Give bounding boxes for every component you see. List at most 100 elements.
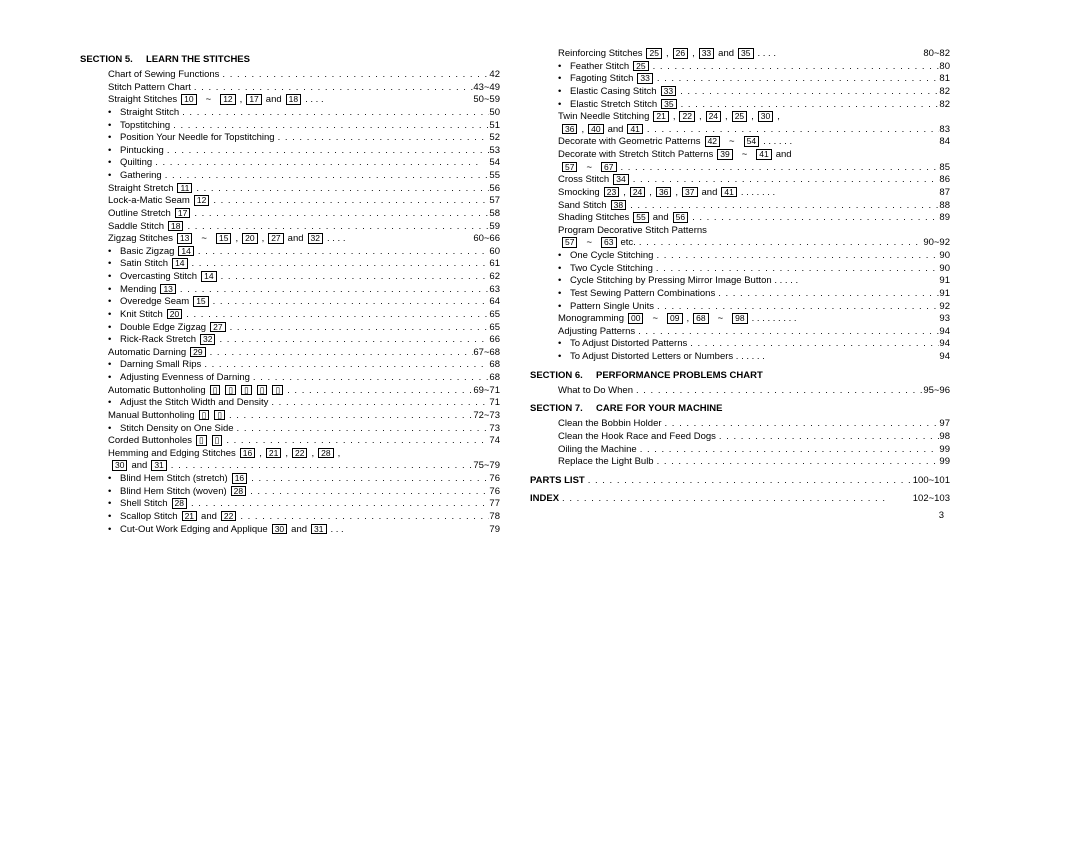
section-title: LEARN THE STITCHES (146, 54, 250, 65)
entry-text: 57 ~ 67 (558, 162, 618, 175)
page-number: 64 (489, 296, 500, 309)
leader-dots: . . . . . . . . . . . . . . . . . . . . … (653, 263, 940, 276)
toc-entry: •One Cycle Stitching. . . . . . . . . . … (530, 250, 950, 263)
stitch-number-box: 26 (673, 48, 688, 59)
stitch-number-box: 98 (732, 313, 747, 324)
bullet: • (108, 107, 120, 120)
page-number: 84 (939, 136, 950, 149)
bullet: • (108, 120, 120, 133)
toc-entry: Clean the Bobbin Holder. . . . . . . . .… (530, 418, 950, 431)
bullet: • (108, 145, 120, 158)
entry-text: Elastic Stretch Stitch 35 (570, 99, 678, 112)
toc-entry: •Rick-Rack Stretch 32. . . . . . . . . .… (80, 334, 500, 347)
bullet: • (558, 99, 570, 112)
stitch-number-box: 25 (646, 48, 661, 59)
bullet: • (108, 296, 120, 309)
page-number: 71 (489, 397, 500, 410)
bullet: • (558, 86, 570, 99)
stitch-number-box: 22 (679, 111, 694, 122)
leader-dots: . . . . . . . . . . . . . . . . . . . . … (268, 397, 489, 410)
toc-entry: Shading Stitches 55 and 56. . . . . . . … (530, 212, 950, 225)
stitch-number-box: ▯ (196, 435, 207, 446)
entry-text: Gathering (120, 170, 162, 183)
section-header: SECTION 6.PERFORMANCE PROBLEMS CHART (530, 370, 950, 381)
leader-dots: . . . . . . . . . . . . . . . . . . . . … (633, 385, 923, 398)
toc-entry: Twin Needle Stitching 21 , 22 , 24 , 25 … (530, 111, 950, 124)
entry-text: Lock-a-Matic Seam 12 (108, 195, 210, 208)
stitch-number-box: 34 (613, 174, 628, 185)
bullet: • (108, 423, 120, 436)
page-root: SECTION 5.LEARN THE STITCHESChart of Sew… (0, 0, 1080, 848)
toc-entry: Replace the Light Bulb. . . . . . . . . … (530, 456, 950, 469)
page-number: 78 (489, 511, 500, 524)
stitch-number-box: 68 (693, 313, 708, 324)
page-number: 80~82 (923, 48, 950, 61)
entry-text: Zigzag Stitches 13 ~ 15 , 20 , 27 and 32… (108, 233, 345, 246)
section-title: PERFORMANCE PROBLEMS CHART (596, 370, 763, 381)
printed-page-number: 3 (530, 510, 950, 521)
leader-dots: . . . . . . . . . . . . . . . . . . . . … (164, 145, 490, 158)
entry-text: Clean the Hook Race and Feed Dogs (558, 431, 716, 444)
toc-entry: •To Adjust Distorted Patterns. . . . . .… (530, 338, 950, 351)
stitch-number-box: 55 (633, 212, 648, 223)
toc-entry: •Blind Hem Stitch (stretch) 16. . . . . … (80, 473, 500, 486)
page-number: 90 (939, 250, 950, 263)
stitch-number-box: 41 (756, 149, 771, 160)
toc-entry: •Pattern Single Units. . . . . . . . . .… (530, 301, 950, 314)
toc-entry: •Cycle Stitching by Pressing Mirror Imag… (530, 275, 950, 288)
stitch-number-box: 16 (240, 448, 255, 459)
entry-text: Hemming and Edging Stitches 16 , 21 , 22… (108, 448, 340, 461)
entry-text: Decorate with Stretch Stitch Patterns 39… (558, 149, 792, 162)
page-number: 65 (489, 309, 500, 322)
leader-dots: . . . . . . . . . . . . . . . . . . . . … (234, 423, 490, 436)
bullet: • (558, 73, 570, 86)
toc-entry: •Gathering. . . . . . . . . . . . . . . … (80, 170, 500, 183)
entry-text: Adjusting Patterns (558, 326, 635, 339)
toc-entry: Manual Buttonholing ▯▯. . . . . . . . . … (80, 410, 500, 423)
stitch-number-box: 30 (272, 524, 287, 535)
entry-text: Scallop Stitch 21 and 22 (120, 511, 237, 524)
stitch-number-box: 33 (661, 86, 676, 97)
toc-entry: Straight Stitches 10 ~ 12 , 17 and 18 . … (80, 94, 500, 107)
toc-entry: •Blind Hem Stitch (woven) 28. . . . . . … (80, 486, 500, 499)
stitch-number-box: 39 (717, 149, 732, 160)
page-number: 82 (939, 99, 950, 112)
page-number: 57 (489, 195, 500, 208)
entry-text: Feather Stitch 25 (570, 61, 650, 74)
leader-dots: . . . . . . . . . . . . . . . . . . . . … (189, 258, 490, 271)
stitch-number-box: 13 (177, 233, 192, 244)
toc-entry: INDEX. . . . . . . . . . . . . . . . . .… (530, 493, 950, 506)
stitch-number-box: 54 (744, 136, 759, 147)
stitch-number-box: 21 (182, 511, 197, 522)
entry-text: Oiling the Machine (558, 444, 637, 457)
section-header: SECTION 5.LEARN THE STITCHES (80, 54, 500, 65)
entry-text: Cross Stitch 34 (558, 174, 630, 187)
page-number: 56 (489, 183, 500, 196)
page-number: 99 (939, 444, 950, 457)
page-number: 73 (489, 423, 500, 436)
toc-entry: •Adjusting Evenness of Darning. . . . . … (80, 372, 500, 385)
entry-text: Position Your Needle for Topstitching (120, 132, 275, 145)
toc-entry: Cross Stitch 34. . . . . . . . . . . . .… (530, 174, 950, 187)
page-number: 85 (939, 162, 950, 175)
leader-dots: . . . . . . . . . . . . . . . . . . . . … (210, 195, 489, 208)
entry-text: Automatic Buttonholing ▯▯▯▯▯ (108, 385, 284, 398)
page-number: 99 (939, 456, 950, 469)
leader-dots: . . . . . . . . . . . . . . . . . . . . … (216, 334, 489, 347)
toc-entry: Monogramming 00 ~ 09 , 68 ~ 98 . . . . .… (530, 313, 950, 326)
page-number: 95~96 (923, 385, 950, 398)
page-number: 42 (489, 69, 500, 82)
stitch-number-box: 28 (172, 498, 187, 509)
stitch-number-box: 29 (190, 347, 205, 358)
entry-text: Manual Buttonholing ▯▯ (108, 410, 226, 423)
stitch-number-box: 10 (181, 94, 196, 105)
stitch-number-box: 27 (268, 233, 283, 244)
bullet: • (108, 372, 120, 385)
stitch-number-box: 57 (562, 237, 577, 248)
toc-entry: 57 ~ 67. . . . . . . . . . . . . . . . .… (530, 162, 950, 175)
toc-entry: Zigzag Stitches 13 ~ 15 , 20 , 27 and 32… (80, 233, 500, 246)
entry-text: Monogramming 00 ~ 09 , 68 ~ 98 . . . . .… (558, 313, 797, 326)
toc-entry: •Position Your Needle for Topstitching. … (80, 132, 500, 145)
page-number: 63 (489, 284, 500, 297)
toc-entry: Lock-a-Matic Seam 12. . . . . . . . . . … (80, 195, 500, 208)
